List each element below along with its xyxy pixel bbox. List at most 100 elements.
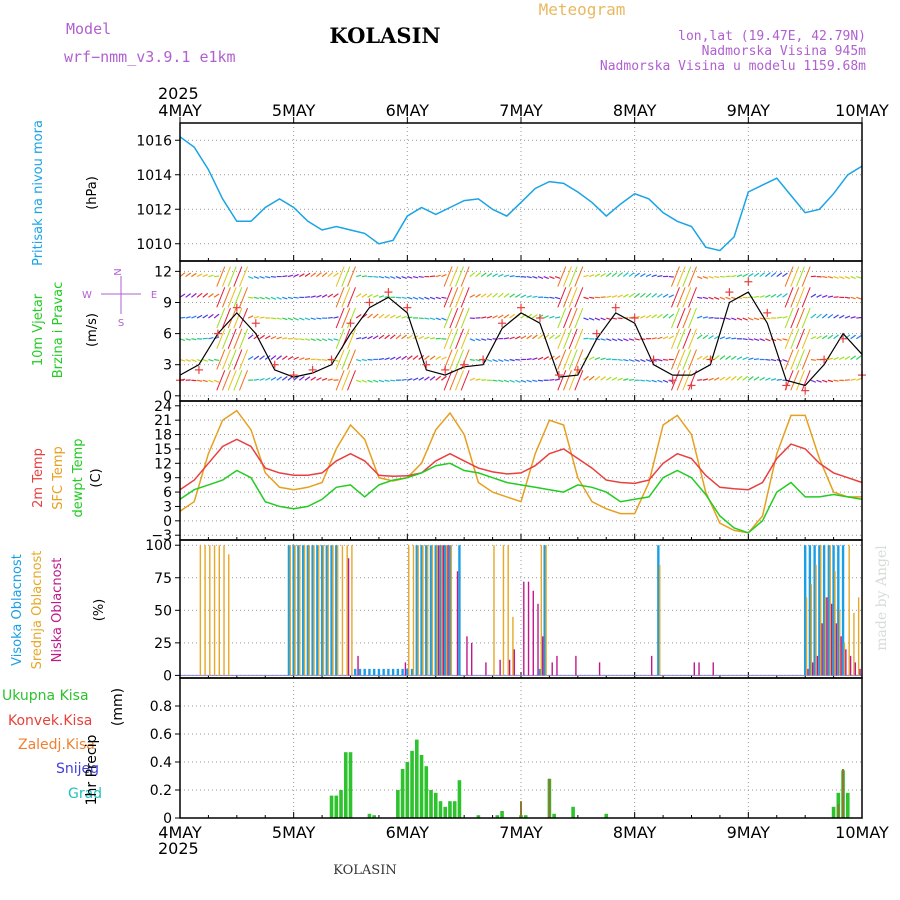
wind-arrow (714, 296, 720, 300)
precip-total-bar (571, 806, 575, 818)
wind-arrow (304, 296, 311, 298)
wind-arrow (702, 378, 709, 381)
wind-arrow (526, 313, 533, 319)
wind-arrow (668, 313, 675, 319)
wind-arrow (191, 315, 197, 319)
wind-arrow (213, 293, 220, 298)
precip-total-bar (438, 801, 443, 818)
station-elevation: Nadmorska Visina 945m (702, 44, 867, 59)
wind-arrow (554, 275, 561, 279)
y-tick-label: 0 (163, 811, 172, 827)
precip-legend-total: Ukupna Kisa (2, 688, 89, 704)
time-tick-label-bottom: 7MAY (499, 823, 543, 842)
wind-arrow (821, 335, 828, 340)
wind-arrow (372, 335, 379, 340)
wind-arrow (827, 357, 834, 361)
wind-arrow (554, 355, 561, 361)
precip-total-bar (452, 801, 457, 818)
wind-arrow (304, 317, 311, 321)
wind-arrow (759, 338, 765, 342)
wind-hatch (341, 349, 351, 370)
wind-arrow (622, 293, 629, 298)
wind-arrow (498, 273, 504, 278)
wind-arrow (628, 272, 635, 278)
wind-arrow (827, 334, 834, 340)
wind-hatch (784, 349, 794, 370)
wind-arrow (651, 314, 658, 319)
wind-hatch (233, 307, 243, 329)
wind-hatch (233, 287, 243, 308)
wind-arrow (418, 296, 424, 300)
wind-arrow (213, 358, 220, 362)
wind-arrow (384, 334, 390, 340)
wind-arrow (520, 275, 527, 278)
wind-arrow (333, 272, 339, 278)
wind-hatch (676, 328, 686, 349)
wind-hatch (216, 287, 226, 308)
wind-arrow (321, 377, 328, 381)
wind-arrow (406, 355, 413, 360)
wind-hatch (449, 266, 459, 287)
wind-arrow (316, 338, 322, 342)
wind-hatch (790, 266, 800, 287)
station-coords: lon,lat (19.47E, 42.79N) (678, 29, 866, 44)
wind-hatch (670, 349, 680, 370)
wind-arrow (287, 296, 294, 300)
sfc-temp-line (179, 409, 862, 534)
precip-total-bar (372, 815, 376, 818)
precip-total-bar (339, 790, 343, 818)
wind-arrow (833, 357, 839, 361)
wind-hatch (449, 349, 459, 370)
wind-arrow (617, 377, 623, 381)
wind-arrow (503, 293, 510, 298)
wind-arrow (702, 334, 709, 340)
wind-hatch (216, 349, 226, 370)
wind-arrow (333, 293, 339, 298)
wind-arrow (549, 315, 555, 319)
wind-arrow (822, 275, 828, 279)
precip-total-bar (396, 790, 400, 818)
wind-arrow (850, 355, 856, 361)
wind-hatch (801, 287, 811, 308)
wind-arrow (696, 275, 703, 280)
wind-hatch (335, 307, 345, 329)
wind-arrow (509, 379, 515, 383)
wind-arrow (702, 275, 709, 279)
wind-arrow (588, 274, 595, 278)
wind-hatch (443, 328, 453, 349)
precip-total-bar (552, 813, 556, 818)
wind-hatch (676, 307, 686, 329)
wind-arrow (333, 338, 339, 341)
precip-ylabel: 1hr Precip (84, 735, 100, 806)
wind-arrow (731, 317, 737, 321)
wind-hatch (335, 266, 345, 287)
wind-arrow (742, 338, 748, 341)
wind-arrow (776, 338, 782, 341)
wind-arrow (498, 358, 504, 362)
wind-arrow (765, 338, 771, 342)
y-tick-label: 50 (154, 603, 172, 619)
model-name: wrf−nmm_v3.9.1 e1km (64, 48, 236, 66)
wind-arrow (196, 292, 203, 298)
wind-arrow (389, 334, 396, 340)
wind-arrow (367, 335, 373, 340)
wind-arrow (742, 375, 749, 381)
time-tick-label-top: 6MAY (386, 101, 430, 120)
wind-arrow (270, 355, 277, 360)
time-tick-label-bottom: 6MAY (386, 823, 430, 842)
wind-hatch (574, 266, 584, 287)
wind-arrow (509, 358, 515, 362)
wind-hatch (222, 307, 231, 329)
year-label-bottom: 2025 (158, 839, 199, 858)
wind-hatch (563, 370, 572, 391)
precip-total-bar (845, 792, 850, 818)
wind-arrow (589, 296, 595, 299)
y-tick-label: 3 (163, 358, 172, 374)
time-tick-label-top: 9MAY (727, 101, 771, 120)
wind-hatch (239, 266, 248, 287)
wind-arrow (356, 274, 362, 278)
wind-arrow (816, 379, 822, 383)
wind-arrow (253, 315, 260, 319)
wind-arrow (628, 293, 635, 298)
wind-arrow (645, 379, 652, 383)
